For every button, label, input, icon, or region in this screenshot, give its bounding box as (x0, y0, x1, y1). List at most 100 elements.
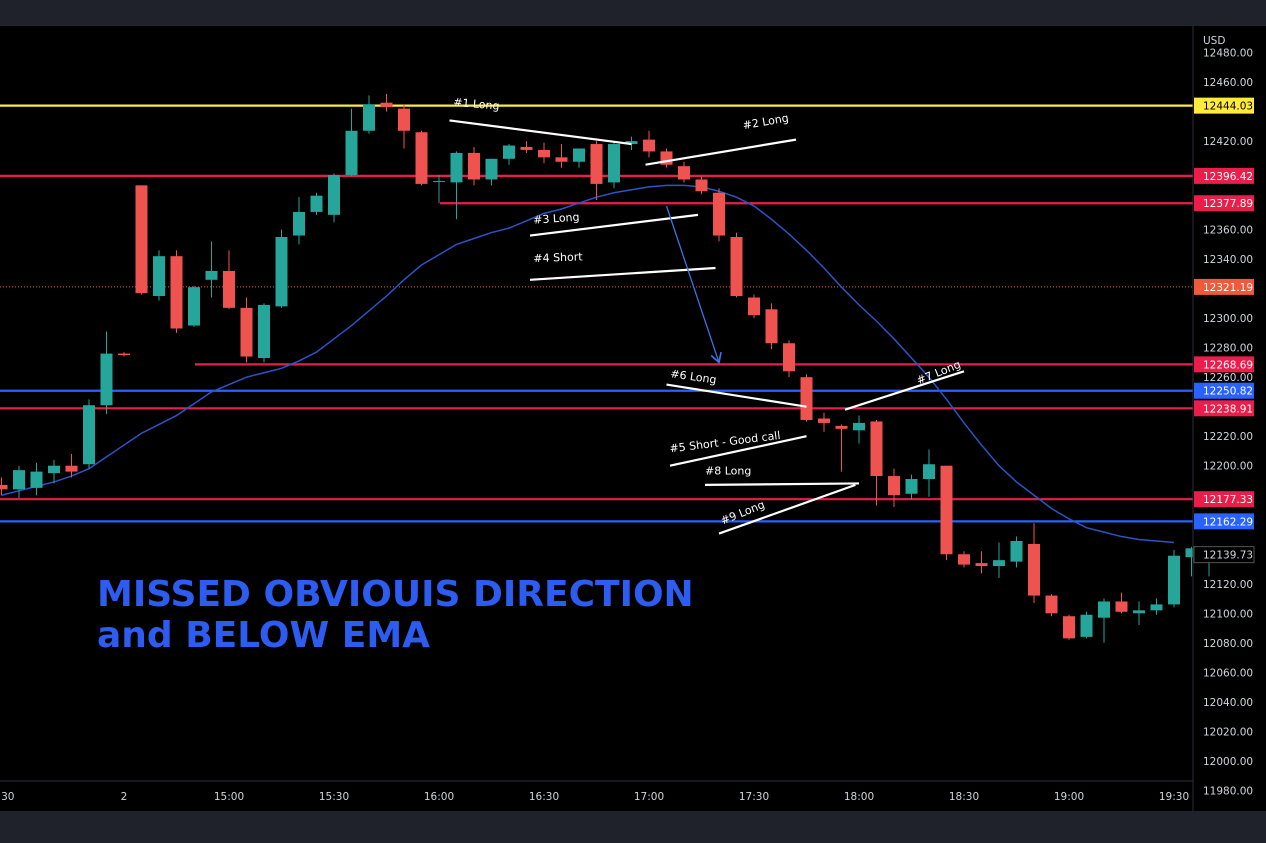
svg-text:12162.29: 12162.29 (1203, 516, 1253, 528)
candle[interactable] (188, 285, 200, 328)
candle[interactable] (1010, 536, 1023, 568)
candle[interactable] (48, 459, 60, 484)
candle[interactable] (415, 130, 428, 186)
y-tick-label: 12260.00 (1203, 372, 1253, 384)
candle[interactable] (310, 192, 323, 215)
candle[interactable] (433, 175, 445, 204)
candle[interactable] (293, 197, 305, 245)
trade-line-2[interactable] (645, 138, 797, 166)
candle[interactable] (1133, 601, 1145, 626)
horizontal-levels (0, 104, 1193, 523)
candle[interactable] (118, 352, 130, 357)
trade-line-6[interactable] (666, 383, 807, 408)
candle[interactable] (590, 141, 603, 201)
y-tick-label: 12220.00 (1203, 431, 1253, 443)
candle[interactable] (503, 144, 515, 165)
candle[interactable] (818, 412, 830, 432)
candle[interactable] (275, 229, 288, 308)
ema-line-group (1, 184, 1175, 544)
candle[interactable] (520, 141, 533, 153)
candle[interactable] (678, 161, 690, 183)
candle[interactable] (923, 449, 935, 497)
candle[interactable] (205, 241, 218, 298)
candle[interactable] (905, 474, 918, 500)
candle[interactable] (240, 297, 253, 363)
candle[interactable] (975, 551, 988, 574)
direction-arrow[interactable] (665, 205, 722, 365)
svg-text:12177.33: 12177.33 (1203, 494, 1253, 506)
candle[interactable] (853, 415, 865, 444)
candle[interactable] (223, 250, 235, 310)
svg-text:12396.42: 12396.42 (1203, 171, 1253, 183)
candle[interactable] (870, 419, 883, 506)
candle[interactable] (748, 294, 760, 319)
trade-line-1[interactable] (449, 119, 632, 146)
svg-text:12238.91: 12238.91 (1203, 403, 1253, 415)
candle[interactable] (13, 465, 25, 499)
trade-line-7[interactable] (844, 370, 965, 411)
trade-label-1: #1 Long (453, 96, 500, 113)
price-tag: 12162.29 (1194, 513, 1254, 530)
candle[interactable] (328, 173, 340, 223)
svg-text:12444.03: 12444.03 (1203, 101, 1253, 113)
candle[interactable] (1115, 592, 1128, 614)
price-tag: 12396.42 (1194, 167, 1254, 184)
candle[interactable] (100, 331, 113, 415)
chart-frame[interactable]: #1 Long #2 Long #3 Long #4 Short #5 Short - … (0, 26, 1266, 811)
candle[interactable] (660, 148, 673, 168)
candle[interactable] (398, 104, 410, 149)
trade-line-4[interactable] (529, 266, 716, 281)
candle[interactable] (835, 424, 848, 472)
candle[interactable] (1150, 598, 1163, 615)
candle[interactable] (135, 185, 148, 295)
candle[interactable] (608, 141, 620, 189)
price-tag: 12238.91 (1194, 400, 1254, 417)
candle[interactable] (450, 151, 463, 220)
candle[interactable] (993, 542, 1005, 578)
trade-line-8[interactable] (704, 482, 860, 487)
candle[interactable] (783, 340, 795, 378)
candle[interactable] (573, 148, 585, 168)
ema-line[interactable] (1, 184, 1175, 544)
candle[interactable] (485, 158, 498, 186)
price-tag: 12444.03 (1194, 97, 1254, 114)
candle[interactable] (83, 399, 95, 469)
candle[interactable] (0, 477, 8, 496)
candle[interactable] (1045, 594, 1058, 617)
trade-line-5[interactable] (669, 435, 807, 467)
candlestick-chart[interactable]: #1 Long #2 Long #3 Long #4 Short #5 Short - … (0, 26, 1266, 811)
candle[interactable] (800, 374, 813, 422)
candle[interactable] (258, 303, 270, 363)
candle[interactable] (555, 144, 568, 168)
candle[interactable] (695, 176, 708, 195)
x-tick-label: 2 (121, 791, 128, 803)
candle[interactable] (363, 95, 375, 134)
candle[interactable] (888, 468, 900, 508)
candle[interactable] (643, 130, 655, 158)
candle[interactable] (940, 465, 953, 561)
candle[interactable] (1063, 614, 1075, 640)
candle[interactable] (170, 250, 183, 333)
trade-line-9[interactable] (718, 483, 856, 535)
candle[interactable] (468, 146, 480, 186)
candle[interactable] (1080, 611, 1093, 639)
candle[interactable] (153, 250, 165, 301)
y-tick-label: 12200.00 (1203, 461, 1253, 473)
candle[interactable] (1028, 523, 1040, 603)
candle[interactable] (958, 551, 970, 568)
candle[interactable] (380, 93, 393, 112)
candle[interactable] (713, 188, 725, 242)
x-tick-label: 19:00 (1054, 791, 1084, 803)
trade-label-8: #8 Long (705, 465, 751, 478)
candle[interactable] (765, 303, 778, 350)
candle[interactable] (65, 453, 78, 478)
candle[interactable] (1185, 546, 1198, 577)
candle[interactable] (1168, 549, 1180, 608)
candle[interactable] (30, 462, 43, 496)
candle[interactable] (730, 232, 743, 298)
y-tick-label: 12040.00 (1203, 697, 1253, 709)
svg-text:12377.89: 12377.89 (1203, 198, 1253, 210)
candle[interactable] (345, 108, 358, 177)
candle[interactable] (538, 142, 550, 164)
candle[interactable] (1098, 598, 1110, 643)
